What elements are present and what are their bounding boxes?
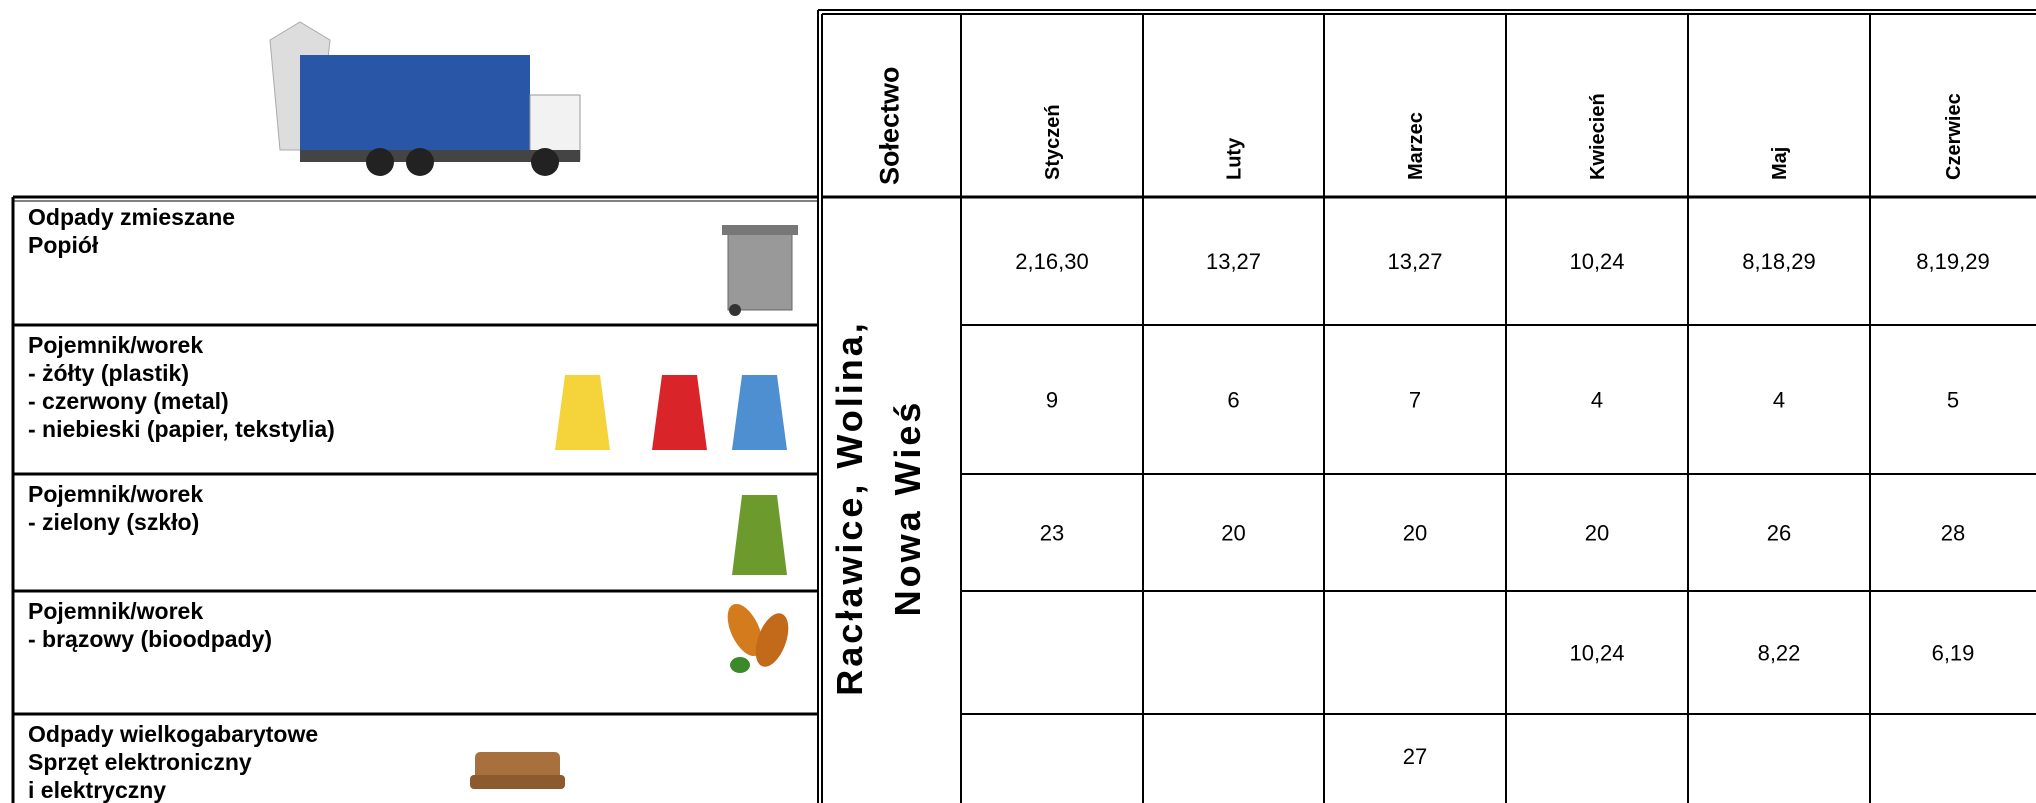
- sofa-icon: [470, 752, 565, 789]
- row-label: Popiół: [28, 232, 99, 258]
- date-cell: 20: [1221, 521, 1245, 546]
- row-label: - zielony (szkło): [28, 509, 199, 535]
- date-cell: 13,27: [1206, 249, 1261, 274]
- month-header: Maj: [1769, 147, 1791, 180]
- month-header: Styczeń: [1042, 104, 1064, 180]
- date-cell: 4: [1591, 388, 1603, 413]
- date-cell: 6,19: [1932, 641, 1975, 666]
- date-cell: 28: [1941, 521, 1965, 546]
- month-header: Kwiecień: [1587, 93, 1609, 180]
- date-cell: 27: [1403, 744, 1427, 769]
- date-cell: 5: [1947, 388, 1959, 413]
- leaves-icon: [720, 599, 794, 673]
- row-label: Odpady wielkogabarytowe: [28, 721, 318, 747]
- month-header: Czerwiec: [1943, 93, 1965, 180]
- truck-icon: [270, 22, 580, 176]
- village-name: Nowa Wieś: [887, 400, 928, 617]
- row-label: - niebieski (papier, tekstylia): [28, 416, 335, 442]
- date-cell: 8,22: [1758, 641, 1801, 666]
- date-cell: 2,16,30: [1015, 249, 1088, 274]
- date-cell: 8,19,29: [1916, 249, 1989, 274]
- schedule-table: Sołectwo Styczeń Luty Marzec Kwiecień Maj Czer…: [0, 0, 2036, 803]
- bin-icon: [722, 225, 798, 316]
- row-label: - żółty (plastik): [28, 360, 189, 386]
- row-label: Pojemnik/worek: [28, 481, 203, 507]
- row-label: i elektryczny: [28, 777, 166, 803]
- date-cell: 6: [1227, 388, 1239, 413]
- date-cell: 10,24: [1569, 249, 1624, 274]
- row-label: Sprzęt elektroniczny: [28, 749, 252, 775]
- date-cell: 7: [1409, 388, 1421, 413]
- row-label: - czerwony (metal): [28, 388, 229, 414]
- month-header: Marzec: [1405, 112, 1427, 180]
- row-label: Pojemnik/worek: [28, 598, 203, 624]
- month-header: Luty: [1224, 137, 1246, 180]
- date-cell: 20: [1403, 521, 1427, 546]
- date-cell: 13,27: [1387, 249, 1442, 274]
- date-cell: 20: [1585, 521, 1609, 546]
- date-cell: 8,18,29: [1742, 249, 1815, 274]
- column-header: Sołectwo: [875, 66, 905, 185]
- date-cell: 10,24: [1569, 641, 1624, 666]
- row-label: Odpady zmieszane: [28, 204, 235, 230]
- date-cell: 26: [1767, 521, 1791, 546]
- date-cell: 23: [1040, 521, 1064, 546]
- date-cell: 9: [1046, 388, 1058, 413]
- row-label: - brązowy (bioodpady): [28, 626, 272, 652]
- village-name: Racławice, Wolina,: [829, 320, 870, 695]
- page: Sołectwo Styczeń Luty Marzec Kwiecień Maj Czer…: [0, 0, 2036, 803]
- row-label: Pojemnik/worek: [28, 332, 203, 358]
- date-cell: 4: [1773, 388, 1785, 413]
